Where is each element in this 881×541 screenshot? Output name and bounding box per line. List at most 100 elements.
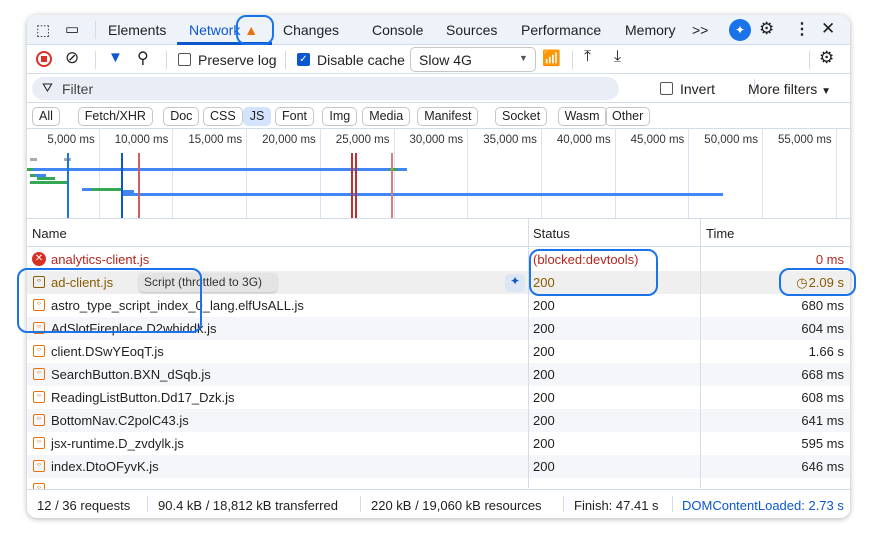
tab-elements[interactable]: Elements: [108, 22, 167, 38]
table-row[interactable]: ‹› ReadingListButton.Dd17_Dzk.js 200 608 ms: [27, 386, 850, 409]
filter-chip-fetchxhr[interactable]: Fetch/XHR: [77, 107, 153, 126]
active-tab-indicator: [177, 42, 272, 45]
timeline-tick-label: 45,000 ms: [630, 134, 685, 146]
import-har-icon[interactable]: ⤒: [584, 48, 592, 65]
tab-memory[interactable]: Memory: [625, 22, 676, 38]
disable-cache-label: Disable cache: [317, 52, 405, 68]
ai-assistance-icon[interactable]: ✦: [729, 19, 751, 41]
annotation-highlight: [779, 268, 856, 296]
annotation-highlight: [17, 268, 202, 333]
filter-chip-wasm[interactable]: Wasm: [557, 107, 607, 126]
more-tabs-button[interactable]: >>: [692, 22, 709, 38]
error-icon: ✕: [32, 252, 46, 266]
tab-console[interactable]: Console: [372, 22, 424, 38]
tab-network[interactable]: Network ▲: [189, 22, 258, 38]
timeline-gridline: [688, 128, 690, 218]
timeline-gridline: [540, 128, 542, 218]
request-name: analytics-client.js: [51, 252, 150, 267]
timeline-marker-line: [351, 153, 353, 218]
timeline-marker-line: [391, 153, 393, 218]
script-file-icon: ‹›: [33, 345, 45, 357]
close-icon[interactable]: ✕: [821, 19, 836, 38]
filter-placeholder: Filter: [62, 81, 94, 97]
script-file-icon: ‹›: [33, 299, 45, 311]
throttled-script-icon: ‹›: [33, 276, 45, 288]
timeline-marker-line: [121, 153, 123, 218]
timeline-gridline: [614, 128, 616, 218]
preserve-log-checkbox[interactable]: [178, 53, 191, 66]
table-row[interactable]: ✕ analytics-client.js (blocked:devtools) 0 …: [27, 248, 850, 271]
record-stop-icon[interactable]: [36, 51, 52, 67]
filter-chip-media[interactable]: Media: [362, 107, 411, 126]
tab-sources[interactable]: Sources: [446, 22, 498, 38]
table-row[interactable]: ‹› BottomNav.C2polC43.js 200 641 ms: [27, 409, 850, 432]
request-time: ◷2.09 s: [796, 275, 844, 291]
request-time-value: 608 ms: [801, 390, 844, 405]
request-time: 1.66 s: [809, 344, 844, 359]
request-time: 641 ms: [801, 413, 844, 428]
filter-chip-all[interactable]: All: [32, 107, 60, 126]
tooltip: Script (throttled to 3G): [139, 273, 277, 292]
timeline-tick-label: 10,000 ms: [114, 134, 169, 146]
settings-icon[interactable]: ⚙: [759, 19, 775, 38]
requests-count: 12 / 36 requests: [37, 498, 131, 513]
request-time: 668 ms: [801, 367, 844, 382]
invert-checkbox[interactable]: [660, 82, 673, 95]
filter-chip-js[interactable]: JS: [242, 107, 272, 126]
timeline-bar: [30, 174, 37, 177]
request-name: index.DtoOFyvK.js: [51, 459, 159, 474]
preserve-log-label: Preserve log: [198, 52, 277, 68]
column-name[interactable]: Name: [32, 226, 67, 241]
network-toolbar: ⊘ ▼ ⚲ Preserve log ✓ Disable cache Slow …: [27, 45, 850, 74]
timeline-bar: [27, 168, 407, 171]
export-har-icon[interactable]: ⤓: [614, 48, 622, 65]
request-time: 608 ms: [801, 390, 844, 405]
filter-chip-manifest[interactable]: Manifest: [417, 107, 479, 126]
filter-chip-socket[interactable]: Socket: [495, 107, 548, 126]
filter-chip-other[interactable]: Other: [605, 107, 651, 126]
table-row[interactable]: ‹› jsx-runtime.D_zvdylk.js 200 595 ms: [27, 432, 850, 455]
filter-chip-font[interactable]: Font: [275, 107, 315, 126]
tab-bar: ⬚ ▭ Elements Network ▲ Changes Console S…: [27, 15, 850, 45]
filter-icon[interactable]: ▼: [108, 49, 123, 66]
warning-icon: ▲: [244, 22, 259, 38]
filter-chip-img[interactable]: Img: [322, 107, 358, 126]
transferred-size: 90.4 kB / 18,812 kB transferred: [158, 498, 338, 513]
timeline-tick-label: 30,000 ms: [409, 134, 464, 146]
tab-performance[interactable]: Performance: [521, 22, 602, 38]
ask-ai-button[interactable]: ✦: [505, 274, 525, 292]
request-time: 680 ms: [801, 298, 844, 313]
timeline-bar: [389, 168, 397, 171]
filter-input[interactable]: ⛛ Filter: [32, 77, 619, 100]
timeline-marker-line: [355, 153, 357, 218]
table-row[interactable]: ‹› client.DSwYEoqT.js 200 1.66 s: [27, 340, 850, 363]
table-row[interactable]: ‹› SearchButton.BXN_dSqb.js 200 668 ms: [27, 363, 850, 386]
inspect-element-icon[interactable]: ⬚: [36, 22, 51, 39]
filter-chip-doc[interactable]: Doc: [163, 107, 200, 126]
column-time[interactable]: Time: [706, 226, 735, 241]
search-icon[interactable]: ⚲: [137, 50, 149, 67]
throttling-select[interactable]: Slow 4G ▼: [410, 47, 536, 72]
network-settings-icon[interactable]: ⚙: [819, 48, 835, 67]
clock-icon: ◷: [796, 275, 808, 290]
timeline-gridline: [319, 128, 321, 218]
network-conditions-icon[interactable]: 📶: [542, 50, 561, 67]
timeline-bar: [27, 168, 33, 171]
request-time-value: 641 ms: [801, 413, 844, 428]
table-row[interactable]: ‹› astro_type_script_index_0_lang.elfUsAL…: [27, 294, 850, 317]
more-options-icon[interactable]: ⋮: [794, 21, 810, 38]
timeline-tick-label: 15,000 ms: [188, 134, 243, 146]
devtools-window: ⬚ ▭ Elements Network ▲ Changes Console S…: [27, 15, 850, 518]
column-status[interactable]: Status: [533, 226, 570, 241]
timeline-gridline: [172, 128, 174, 218]
tab-changes[interactable]: Changes: [283, 22, 340, 38]
more-filters-button[interactable]: More filters ▼: [748, 81, 831, 97]
clear-icon[interactable]: ⊘: [65, 48, 80, 67]
request-time-value: 1.66 s: [808, 344, 844, 359]
script-file-icon: ‹›: [33, 322, 45, 334]
disable-cache-checkbox[interactable]: ✓: [297, 53, 310, 66]
table-row[interactable]: ‹› index.DtoOFyvK.js 200 646 ms: [27, 455, 850, 478]
timeline-bar: [122, 190, 134, 193]
device-toolbar-icon[interactable]: ▭: [65, 21, 80, 38]
filter-chip-css[interactable]: CSS: [203, 107, 243, 126]
